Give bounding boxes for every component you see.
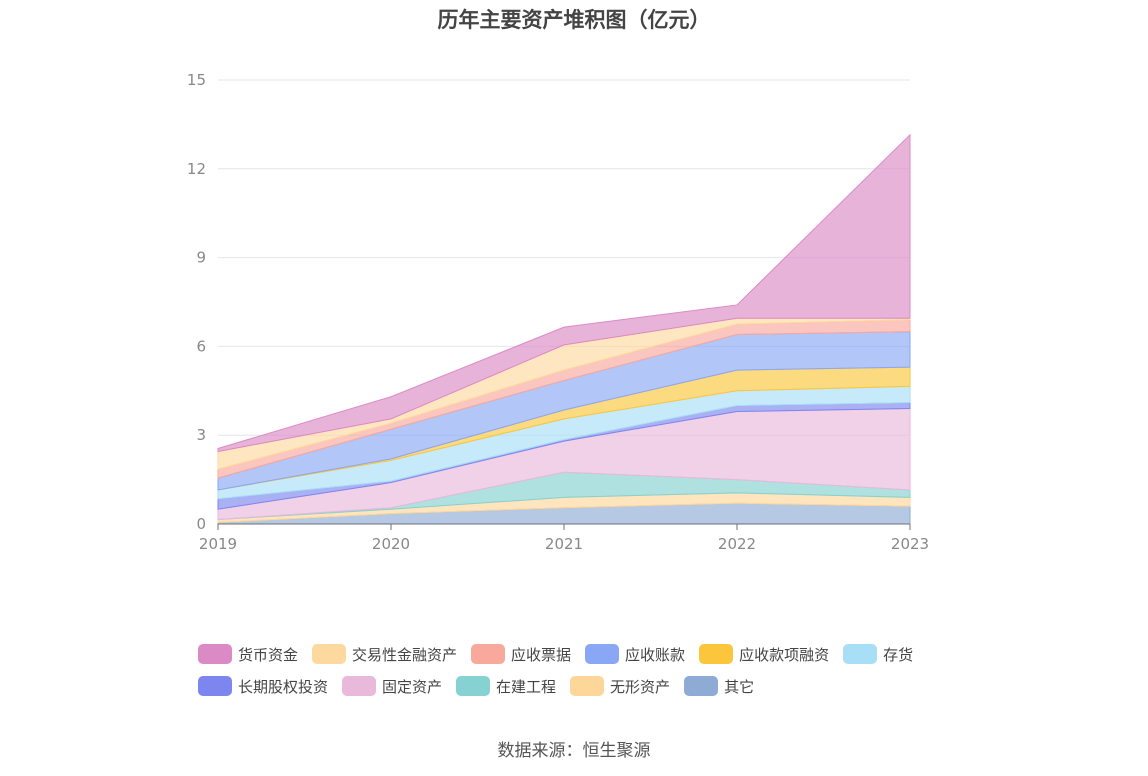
legend-label: 存货 xyxy=(883,645,914,664)
legend-swatch xyxy=(585,644,620,664)
legend-swatch xyxy=(471,644,506,664)
x-tick-label: 2020 xyxy=(372,535,410,553)
legend-label: 长期股权投资 xyxy=(238,677,329,696)
legend-item[interactable]: 交易性金融资产 xyxy=(312,644,457,665)
legend-swatch xyxy=(198,676,232,696)
legend-item[interactable]: 无形资产 xyxy=(570,676,670,697)
area-series-group xyxy=(217,133,911,525)
y-tick-label: 12 xyxy=(187,160,206,178)
legend-label: 其它 xyxy=(724,677,755,696)
chart-title: 历年主要资产堆积图（亿元） xyxy=(437,8,711,32)
legend-item[interactable]: 货币资金 xyxy=(198,644,298,665)
x-tick-label: 2021 xyxy=(545,535,583,553)
legend-item[interactable]: 在建工程 xyxy=(456,676,556,697)
legend-item[interactable]: 应收款项融资 xyxy=(699,644,829,665)
legend-swatch xyxy=(843,644,878,664)
legend-item[interactable]: 固定资产 xyxy=(342,676,442,697)
legend-swatch xyxy=(198,644,232,664)
legend-row: 货币资金 交易性金融资产 应收票据 应收账款 应收款项融资 存货 xyxy=(198,638,978,670)
legend-item[interactable]: 应收票据 xyxy=(471,644,571,665)
y-tick-label: 9 xyxy=(196,249,206,267)
legend-swatch xyxy=(312,644,347,664)
legend-label: 货币资金 xyxy=(238,645,299,664)
legend-row: 长期股权投资 固定资产 在建工程 无形资产 其它 xyxy=(198,670,978,702)
legend: 货币资金 交易性金融资产 应收票据 应收账款 应收款项融资 存货 长期股权投资 固定资产 在建… xyxy=(198,638,978,702)
legend-item[interactable]: 存货 xyxy=(843,644,913,665)
x-tick-label: 2022 xyxy=(718,535,756,553)
legend-label: 无形资产 xyxy=(610,677,671,696)
y-tick-label: 15 xyxy=(187,71,206,89)
legend-item[interactable]: 应收账款 xyxy=(585,644,685,665)
x-tick-label: 2023 xyxy=(891,535,929,553)
legend-label: 在建工程 xyxy=(496,677,557,696)
y-tick-label: 3 xyxy=(196,426,206,444)
legend-item[interactable]: 其它 xyxy=(684,676,754,697)
y-tick-label: 6 xyxy=(196,337,206,355)
area-series-10[interactable] xyxy=(217,133,911,453)
chart-area: 0 3 6 9 12 15 2019 2020 2021 2022 2023 xyxy=(187,71,929,553)
legend-label: 固定资产 xyxy=(382,677,443,696)
legend-label: 应收票据 xyxy=(511,645,572,664)
legend-swatch xyxy=(570,676,605,696)
legend-swatch xyxy=(684,676,719,696)
legend-item[interactable]: 长期股权投资 xyxy=(198,676,328,697)
legend-label: 应收账款 xyxy=(625,645,686,664)
x-tick-label: 2019 xyxy=(199,535,237,553)
axes: 0 3 6 9 12 15 2019 2020 2021 2022 2023 xyxy=(187,71,929,553)
source-note: 数据来源：恒生聚源 xyxy=(497,741,651,761)
legend-label: 应收款项融资 xyxy=(739,645,830,664)
y-tick-label: 0 xyxy=(196,515,206,533)
legend-label: 交易性金融资产 xyxy=(352,645,458,664)
legend-swatch xyxy=(342,676,377,696)
legend-swatch xyxy=(456,676,491,696)
legend-swatch xyxy=(699,644,734,664)
